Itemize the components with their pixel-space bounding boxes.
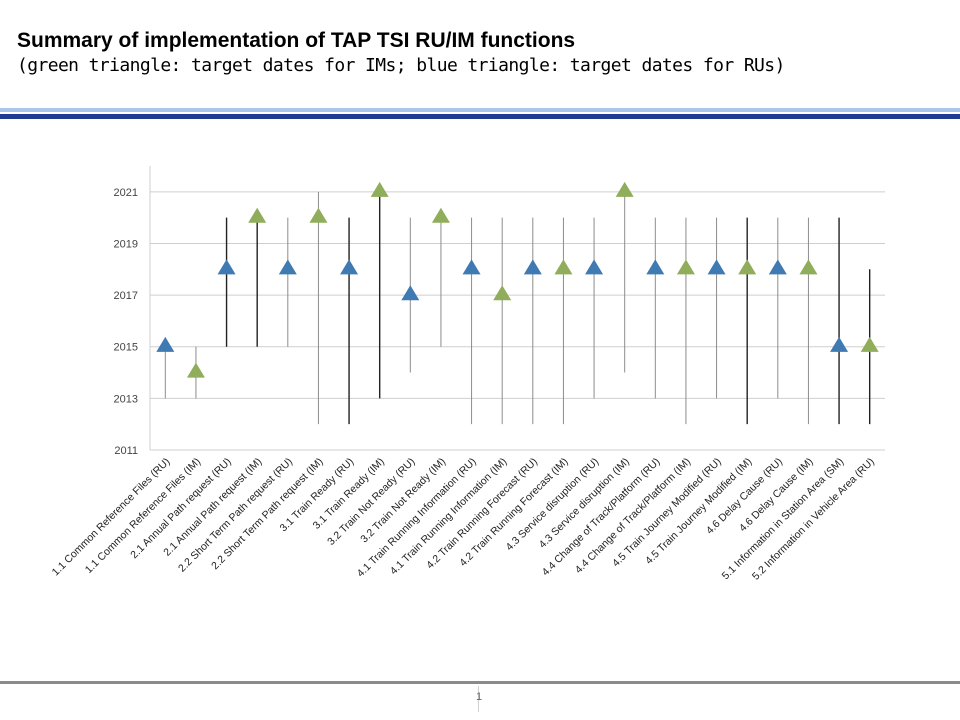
triangle-marker (217, 259, 236, 275)
triangle-marker (523, 259, 542, 275)
x-category-label: 2.2 Short Term Path request (RU) (176, 456, 295, 575)
triangle-marker (585, 259, 604, 275)
triangle-marker (830, 336, 849, 352)
triangle-marker (707, 259, 726, 275)
y-tick-label: 2015 (114, 342, 138, 354)
triangle-marker (554, 259, 573, 275)
triangle-marker (278, 259, 297, 275)
triangle-marker (462, 259, 481, 275)
triangle-marker (799, 259, 818, 275)
footer-line (0, 681, 960, 684)
triangle-marker (431, 207, 450, 223)
triangle-marker (768, 259, 787, 275)
triangle-marker (738, 259, 757, 275)
footer-separator (478, 686, 479, 712)
triangle-marker (401, 285, 420, 301)
slide-subtitle: (green triangle: target dates for IMs; b… (17, 55, 785, 76)
triangle-marker (370, 181, 389, 197)
triangle-marker (156, 336, 175, 352)
title-block: Summary of implementation of TAP TSI RU/… (17, 28, 785, 78)
implementation-chart: 2011 2013 2015 2017 2019 2021 1.1 Common Refer… (50, 166, 885, 583)
x-category-label: 4.2 Train Running Forecast (RU) (424, 456, 540, 572)
triangle-marker (676, 259, 695, 275)
triangle-marker (340, 259, 359, 275)
slide-title: Summary of implementation of TAP TSI RU/… (17, 29, 576, 52)
triangle-marker (646, 259, 665, 275)
header-band-light (0, 108, 960, 112)
y-tick-label: 2017 (114, 290, 138, 302)
triangle-marker (309, 207, 328, 223)
x-category-label: 2.2 Short Term Path request (IM) (209, 456, 325, 572)
x-category-label: 1.1 Common Reference Files (RU) (50, 456, 173, 579)
triangle-marker (860, 336, 879, 352)
y-tick-label: 2021 (114, 187, 138, 199)
y-tick-label: 2011 (114, 445, 138, 457)
y-tick-label: 2013 (114, 393, 138, 405)
y-tick-label: 2019 (114, 238, 138, 250)
triangle-marker (615, 181, 634, 197)
header-band-dark (0, 114, 960, 119)
triangle-marker (186, 362, 205, 378)
triangle-marker (493, 285, 512, 301)
page-number: 1 (475, 691, 483, 703)
triangle-marker (248, 207, 267, 223)
